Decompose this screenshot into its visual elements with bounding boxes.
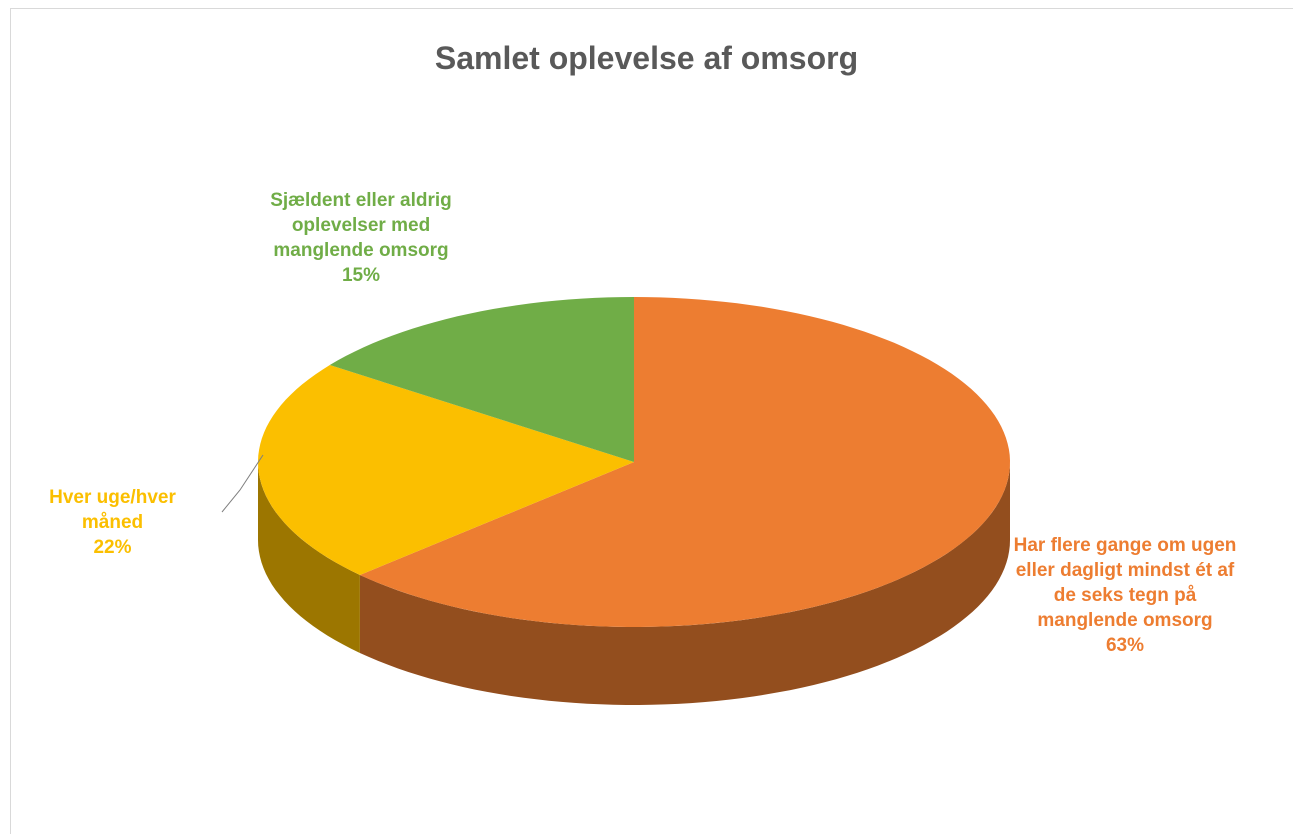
slice-side (359, 462, 1010, 705)
category-label: Hver uge/hver måned (49, 487, 176, 533)
category-label: Sjældent eller aldrig oplevelser med man… (270, 190, 452, 261)
slice-label: Har flere gange om ugen eller dagligt mi… (1010, 533, 1240, 658)
value-label: 63% (1105, 635, 1145, 656)
leader-line (221, 454, 264, 513)
slice (359, 297, 1010, 627)
slice (258, 365, 634, 575)
slice-side (258, 462, 360, 653)
chart-title: Samlet oplevelse af omsorg (434, 40, 859, 76)
value-label: 22% (93, 537, 132, 558)
category-label: Har flere gange om ugen eller dagligt mi… (1013, 535, 1237, 631)
slice-label: Sjældent eller aldrig oplevelser med man… (241, 188, 481, 288)
chart-frame (10, 8, 1293, 834)
slice-label: Hver uge/hver måned 22% (30, 485, 195, 560)
value-label: 15% (341, 265, 381, 286)
slice (329, 297, 634, 462)
